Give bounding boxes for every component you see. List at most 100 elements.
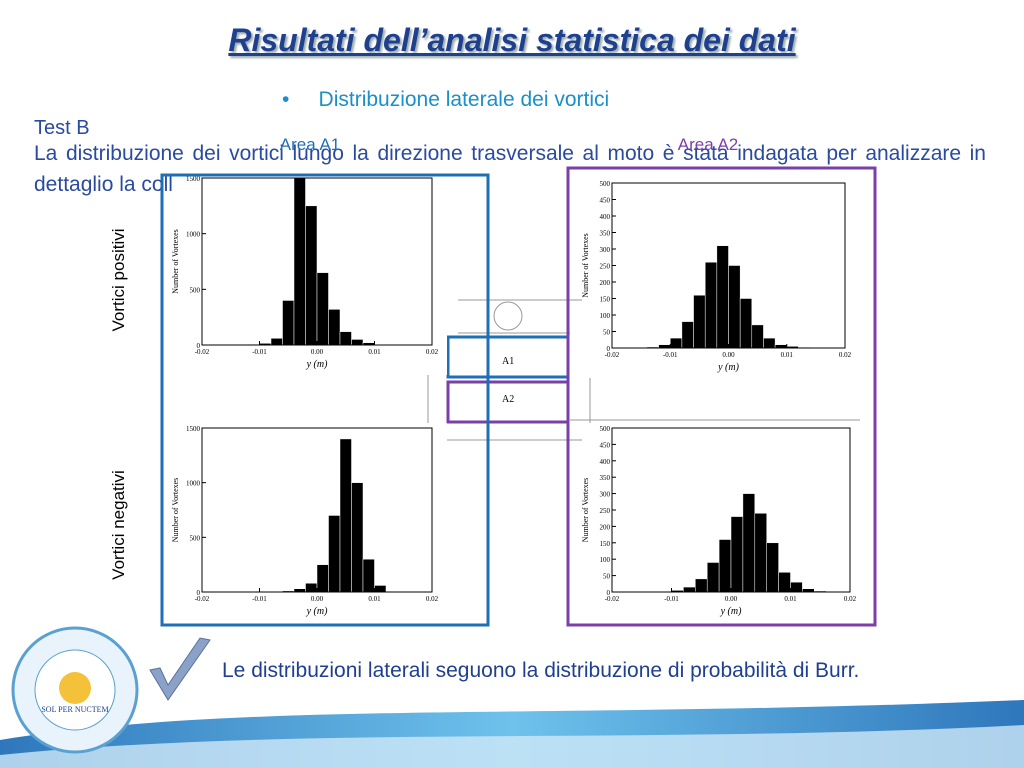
bar — [751, 324, 764, 349]
area-a1-frame — [160, 173, 490, 627]
area-a2-frame — [566, 166, 877, 627]
y-tick-label: 250 — [600, 263, 611, 271]
y-tick-label: 1000 — [186, 231, 201, 239]
y-tick-label: 400 — [600, 213, 611, 221]
y-tick-label: 1500 — [186, 425, 201, 433]
x-tick-label: -0.02 — [195, 595, 210, 603]
logo: SOL PER NUCTEM — [11, 626, 139, 754]
diagram-label: A1 — [502, 356, 514, 367]
x-axis-label: y (m) — [306, 359, 328, 370]
bar — [739, 298, 753, 349]
y-tick-label: 50 — [603, 329, 611, 337]
y-tick-label: 500 — [600, 425, 611, 433]
bar — [670, 337, 683, 349]
x-tick-label: -0.01 — [664, 595, 679, 603]
x-tick-label: 0.01 — [368, 595, 381, 603]
bar — [681, 321, 694, 349]
y-tick-label: 250 — [600, 507, 611, 515]
y-tick-label: 450 — [600, 197, 611, 205]
bar — [766, 542, 779, 593]
test-label: Test B — [34, 117, 90, 139]
bar — [704, 261, 718, 349]
y-tick-label: 350 — [600, 230, 611, 238]
bar — [351, 482, 364, 593]
y-tick-label: 1000 — [186, 480, 201, 488]
bar — [316, 564, 329, 593]
y-tick-label: 500 — [600, 180, 611, 188]
x-tick-label: 0.01 — [784, 595, 797, 603]
x-tick-label: 0.00 — [722, 351, 735, 359]
bullet-text: Distribuzione laterale dei vortici — [318, 88, 610, 111]
x-tick-label: -0.02 — [605, 351, 620, 359]
bar — [778, 572, 791, 593]
bar — [328, 515, 341, 593]
bar — [683, 586, 696, 593]
diagram-label: A2 — [502, 394, 514, 405]
y-tick-label: 500 — [190, 286, 201, 294]
row-label: Vortici negativi — [109, 470, 128, 580]
y-tick-label: 150 — [600, 296, 611, 304]
bar — [730, 516, 744, 593]
x-tick-label: 0.02 — [839, 351, 852, 359]
bar — [328, 309, 341, 346]
bar — [728, 265, 741, 349]
x-tick-label: 0.02 — [844, 595, 857, 603]
wave — [0, 725, 1024, 768]
y-tick-label: 150 — [600, 540, 611, 548]
bar — [316, 272, 329, 346]
y-tick-label: 300 — [600, 246, 611, 254]
x-tick-label: 0.00 — [311, 348, 324, 356]
bar — [374, 585, 387, 593]
y-tick-label: 100 — [600, 312, 611, 320]
y-axis-label: Number of Vortexes — [171, 229, 180, 294]
y-tick-label: 400 — [600, 458, 611, 466]
bar — [305, 583, 318, 593]
bar — [693, 294, 706, 349]
bar — [742, 493, 756, 593]
bar — [790, 581, 803, 593]
x-tick-label: 0.00 — [725, 595, 738, 603]
y-tick-label: 0 — [607, 589, 611, 597]
y-tick-label: 300 — [600, 491, 611, 499]
y-tick-label: 500 — [190, 534, 201, 542]
bar — [718, 539, 732, 593]
checkmark — [149, 637, 211, 701]
bullet: • Distribuzione laterale dei vortici — [282, 88, 610, 111]
x-axis-label: y (m) — [306, 606, 328, 617]
y-tick-label: 100 — [600, 556, 611, 564]
bar — [754, 513, 767, 593]
column-label: Area A1 — [280, 135, 341, 154]
y-tick-label: 350 — [600, 474, 611, 482]
bar — [716, 245, 729, 349]
y-tick-label: 0 — [197, 342, 201, 350]
bar — [351, 339, 364, 346]
bar — [339, 438, 352, 593]
bar — [305, 205, 318, 346]
y-tick-label: 450 — [600, 441, 611, 449]
bar — [282, 300, 295, 346]
x-tick-label: 0.00 — [311, 595, 324, 603]
row-label: Vortici positivi — [109, 229, 128, 332]
x-tick-label: 0.01 — [368, 348, 381, 356]
logo-motto: SOL PER NUCTEM — [41, 705, 108, 714]
bar — [293, 177, 306, 346]
y-axis-label: Number of Vortexes — [171, 478, 180, 543]
x-tick-label: -0.02 — [195, 348, 210, 356]
y-tick-label: 0 — [197, 589, 201, 597]
y-axis-label: Number of Vortexes — [581, 233, 590, 298]
y-tick-label: 200 — [600, 279, 611, 287]
bar — [706, 562, 720, 593]
x-tick-label: 0.02 — [426, 348, 439, 356]
x-tick-label: 0.02 — [426, 595, 439, 603]
x-tick-label: -0.01 — [252, 348, 267, 356]
y-tick-label: 0 — [607, 345, 611, 353]
y-axis-label: Number of Vortexes — [581, 478, 590, 543]
conclusion: Le distribuzioni laterali seguono la dis… — [222, 659, 860, 682]
y-tick-label: 50 — [603, 573, 611, 581]
x-axis-label: y (m) — [717, 362, 739, 373]
x-tick-label: -0.01 — [252, 595, 267, 603]
bar — [763, 337, 776, 349]
x-axis-label: y (m) — [720, 606, 742, 617]
